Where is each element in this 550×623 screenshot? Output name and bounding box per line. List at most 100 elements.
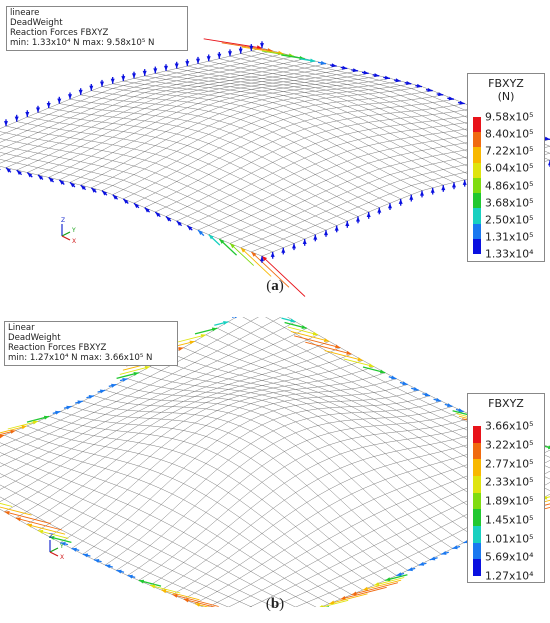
arrow-head [362, 586, 369, 591]
arrow-head [345, 221, 350, 226]
legend-swatch [473, 177, 481, 194]
legend-tick-label: 9.58x10⁵ [485, 110, 534, 124]
arrow-head [99, 389, 106, 394]
reaction-arrow [149, 584, 181, 594]
mesh-line [71, 406, 408, 571]
reaction-arrow [4, 511, 51, 525]
mesh-line [48, 107, 369, 213]
arrow-head [43, 415, 50, 420]
arrow-head [228, 51, 232, 57]
arrow-head [46, 103, 51, 108]
legend-ticks: 9.58x10⁵ 8.40x10⁵ 7.22x10⁵ 6.04x10⁵ 4.86x10⁵… [485, 111, 543, 261]
arrow-head [377, 207, 382, 213]
info-analysis-type: Linear [8, 323, 35, 333]
mesh-line [0, 159, 273, 253]
arrow-head [249, 45, 254, 51]
legend-swatch [473, 147, 481, 163]
arrow-head [352, 68, 358, 73]
arrow-head [290, 318, 296, 323]
arrow-head [178, 347, 184, 351]
arrow-head [66, 405, 72, 410]
mesh-line [5, 125, 327, 231]
arrow-head [194, 603, 201, 607]
arrow-head [462, 179, 467, 185]
legend-tick-label: 1.89x10⁵ [485, 494, 534, 508]
legend-tick-label: 1.27x10⁴ [485, 569, 534, 583]
arrow-head [366, 212, 371, 217]
mesh-plot-b: ZYX [0, 317, 550, 607]
arrow-head [313, 234, 318, 240]
reaction-arrow [119, 366, 151, 375]
arrow-head [48, 177, 54, 183]
arrow-head [374, 582, 380, 586]
y-axis [61, 231, 71, 237]
legend-swatch [473, 509, 481, 526]
arrow-head [200, 334, 206, 338]
legend-tick-label: 6.04x10⁵ [485, 161, 534, 175]
arrow-head [88, 395, 94, 399]
axis-label-z: Z [61, 217, 65, 224]
legend-tick-label: 1.45x10⁵ [485, 513, 534, 527]
reaction-arrow [194, 603, 210, 607]
reaction-arrow [175, 334, 207, 343]
arrow-head [292, 243, 296, 249]
mesh-line [123, 80, 444, 186]
arrow-head [144, 365, 150, 370]
arrow-head [547, 445, 550, 450]
mesh-line [0, 462, 296, 607]
arrow-head [384, 75, 390, 80]
reaction-arrow [203, 38, 263, 49]
mesh-line [0, 152, 284, 248]
legend-swatch [473, 492, 481, 510]
reaction-arrow [329, 593, 368, 605]
info-result-type: Reaction Forces FBXYZ [10, 28, 109, 38]
arrow-head [395, 78, 401, 83]
mesh-line [161, 425, 498, 591]
mesh-line [101, 86, 423, 191]
arrow-head [0, 434, 5, 439]
reaction-arrow [362, 579, 402, 591]
mesh-line [26, 425, 363, 591]
legend-b: FBXYZ 3.66x10⁵ 3.22x10⁵ 2.77x10⁵ 2.33x10⁵ 1.… [467, 393, 545, 583]
axis-triad-icon: ZYX [61, 217, 76, 245]
arrow-head [60, 542, 66, 546]
arrow-head [123, 198, 129, 204]
mesh-line [116, 384, 453, 549]
arrow-head [110, 78, 115, 84]
arrow-head [14, 116, 19, 122]
arrow-head [334, 225, 339, 231]
arrow-head [356, 216, 360, 222]
arrow-head [16, 170, 22, 175]
legend-ticks: 3.66x10⁵ 3.22x10⁵ 2.77x10⁵ 2.33x10⁵ 1.89x10⁵… [485, 420, 543, 583]
arrow-head [418, 561, 425, 566]
info-box-b: Linear DeadWeight Reaction Forces FBXYZ … [4, 321, 178, 366]
arrow-head [544, 136, 550, 141]
mesh-line [15, 430, 352, 595]
legend-swatch [473, 117, 481, 133]
arrow-head [142, 70, 147, 76]
arrow-head [71, 547, 77, 552]
arrow-head [198, 230, 203, 235]
reaction-arrow [37, 530, 69, 539]
arrow-head [196, 58, 200, 64]
legend-tick-label: 5.69x10⁴ [485, 550, 534, 564]
arrow-head [427, 88, 433, 92]
axis-label-z: Z [49, 533, 53, 540]
axis-label-x: X [60, 554, 64, 561]
legend-swatch [473, 442, 481, 460]
reaction-arrow [261, 255, 306, 297]
info-load-case: DeadWeight [8, 333, 61, 343]
arrow-head [357, 357, 363, 362]
mesh-line [4, 434, 341, 600]
arrow-head [368, 363, 374, 368]
reaction-arrow [229, 243, 255, 266]
mesh-line [71, 384, 408, 549]
arrow-head [448, 96, 454, 101]
legend-swatch [473, 132, 481, 148]
arrow-head [15, 517, 21, 522]
arrow-head [441, 185, 446, 191]
arrow-head [346, 350, 352, 355]
reaction-arrow [324, 350, 363, 361]
arrow-head [78, 89, 83, 95]
